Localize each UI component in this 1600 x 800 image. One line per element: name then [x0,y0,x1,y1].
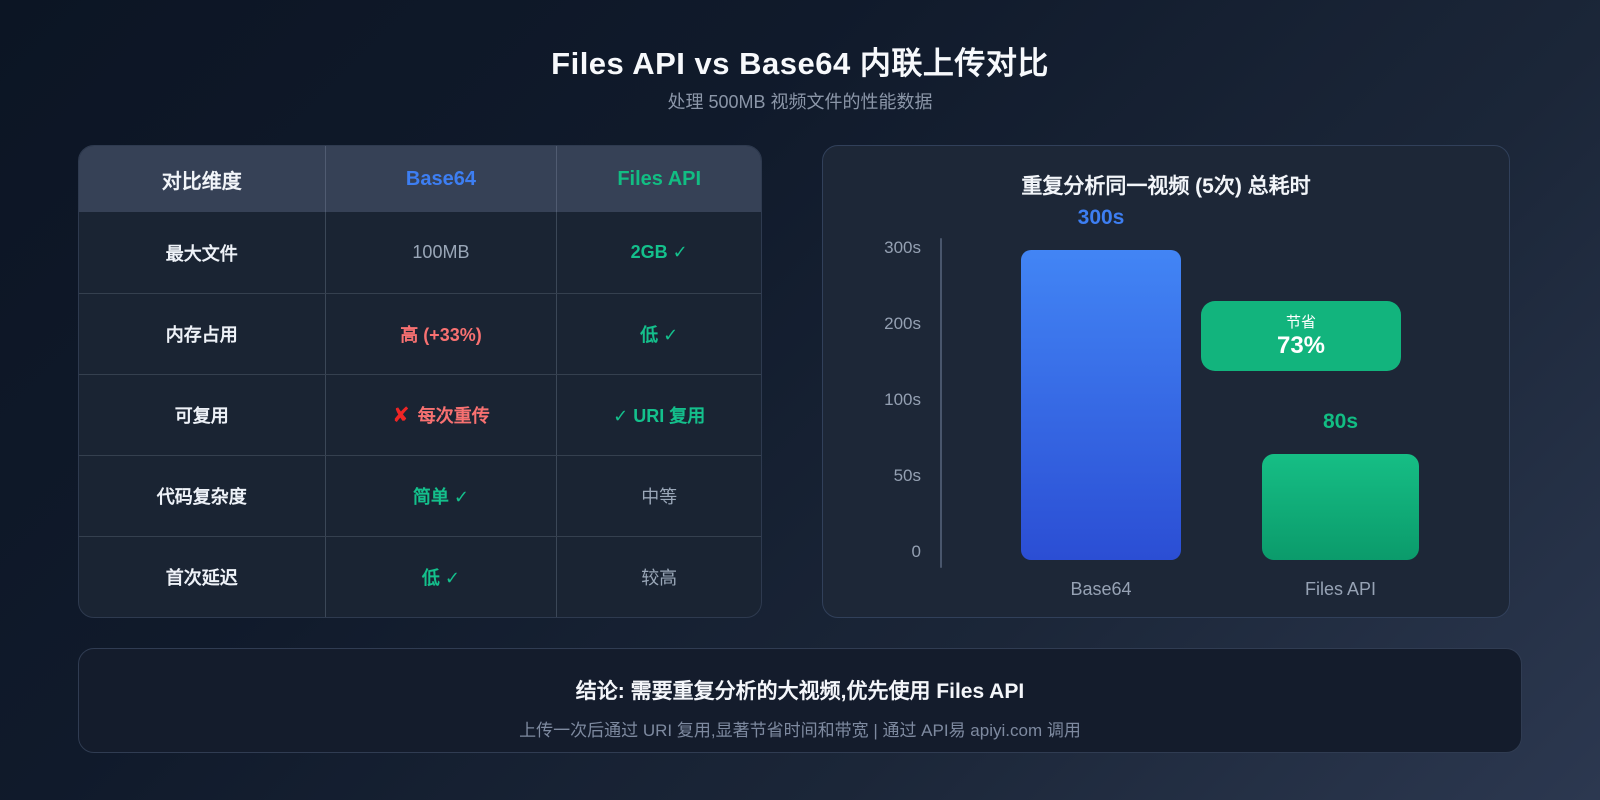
table-row: 最大文件 100MB 2GB ✓ [79,212,761,293]
row-dimension-label: 可复用 [174,406,229,426]
chart-title: 重复分析同一视频 (5次) 总耗时 [1021,175,1311,198]
bar-files-api [1262,454,1419,560]
base64-value-text: 每次重传 [417,406,490,426]
column-header-files-api: Files API [556,146,761,212]
bar-value-files-api: 80s [1322,410,1359,433]
base64-value: 高 (+33%) [324,294,557,374]
conclusion-subtitle: 上传一次后通过 URI 复用,显著节省时间和带宽 | 通过 API易 apiyi… [519,721,1081,740]
base64-value: 100MB [324,212,557,293]
files-api-value: 较高 [556,537,761,617]
files-api-value: 低 ✓ [556,294,761,374]
column-header-dimension: 对比维度 [161,170,242,193]
conclusion-card: 结论: 需要重复分析的大视频,优先使用 Files API 上传一次后通过 UR… [78,648,1522,753]
x-label-base64: Base64 [1070,579,1132,599]
table-row: 内存占用 高 (+33%) 低 ✓ [79,293,761,374]
bar-value-base64: 300s [1077,206,1125,229]
page-title: Files API vs Base64 内联上传对比 [551,46,1049,81]
row-dimension-label: 首次延迟 [165,568,238,588]
table-row: 代码复杂度 简单 ✓ 中等 [79,455,761,536]
files-api-value: ✓ URI 复用 [556,375,761,455]
table-header-row: 对比维度 Base64 Files API [79,146,761,212]
y-axis-line [940,238,942,568]
comparison-table: 对比维度 Base64 Files API 最大文件 100MB 2GB ✓ 内… [78,145,762,618]
y-tick: 50s [893,466,921,485]
base64-value: ✘ 每次重传 [324,375,557,455]
table-row: 首次延迟 低 ✓ 较高 [79,536,761,617]
y-tick: 100s [884,390,921,409]
files-api-value: 中等 [556,456,761,536]
bar-base64 [1021,250,1181,560]
row-dimension-label: 最大文件 [165,243,238,264]
column-header-base64: Base64 [324,146,557,212]
conclusion-title: 结论: 需要重复分析的大视频,优先使用 Files API [575,680,1025,703]
table-row: 可复用 ✘ 每次重传 ✓ URI 复用 [79,374,761,455]
savings-badge: 节省 73% [1201,301,1401,371]
y-tick: 0 [911,542,921,561]
y-tick: 300s [884,238,921,257]
cross-icon: ✘ [392,403,410,427]
y-axis-labels: 300s 200s 100s 50s 0 [835,238,921,562]
y-tick: 200s [884,314,921,333]
page-subtitle: 处理 500MB 视频文件的性能数据 [667,92,933,112]
row-dimension-label: 内存占用 [165,325,238,345]
files-api-value: 2GB ✓ [556,212,761,293]
savings-badge-percent: 73% [1276,331,1326,359]
savings-badge-label: 节省 [1285,313,1316,331]
base64-value: 低 ✓ [324,537,557,617]
bar-chart: 重复分析同一视频 (5次) 总耗时 300s 200s 100s 50s 0 3… [822,145,1510,618]
x-label-files-api: Files API [1304,579,1377,599]
base64-value: 简单 ✓ [324,456,557,536]
row-dimension-label: 代码复杂度 [156,487,247,507]
